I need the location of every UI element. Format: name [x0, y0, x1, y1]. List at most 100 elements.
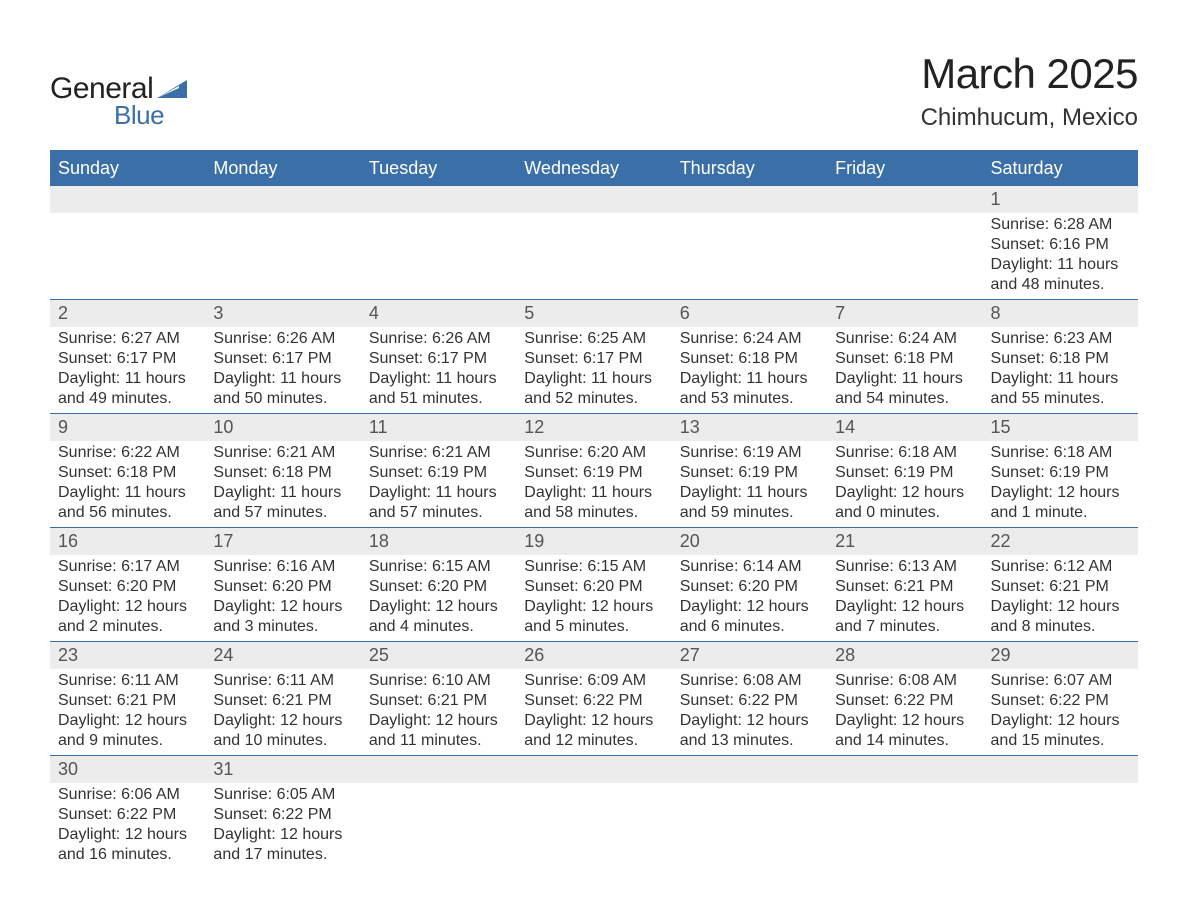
- day-sunrise: Sunrise: 6:13 AM: [835, 557, 974, 577]
- day-daylight1: Daylight: 12 hours: [680, 597, 819, 617]
- day-number: 13: [672, 414, 827, 441]
- day-daylight2: and 15 minutes.: [991, 731, 1130, 751]
- day-daylight1: Daylight: 11 hours: [680, 483, 819, 503]
- day-sunrise: Sunrise: 6:21 AM: [213, 443, 352, 463]
- day-daylight1: Daylight: 11 hours: [991, 255, 1130, 275]
- day-sunset: Sunset: 6:17 PM: [58, 349, 197, 369]
- day-daylight2: and 3 minutes.: [213, 617, 352, 637]
- day-number: 17: [205, 528, 360, 555]
- day-detail: Sunrise: 6:23 AMSunset: 6:18 PMDaylight:…: [983, 327, 1138, 413]
- day-number: 4: [361, 300, 516, 327]
- day-header-row: Sunday Monday Tuesday Wednesday Thursday…: [50, 152, 1138, 186]
- day-sunrise: Sunrise: 6:24 AM: [680, 329, 819, 349]
- day-daylight2: and 4 minutes.: [369, 617, 508, 637]
- day-sunset: Sunset: 6:22 PM: [835, 691, 974, 711]
- day-number: 21: [827, 528, 982, 555]
- logo-text-blue: Blue: [114, 100, 164, 131]
- day-number: 3: [205, 300, 360, 327]
- day-detail: Sunrise: 6:13 AMSunset: 6:21 PMDaylight:…: [827, 555, 982, 641]
- detail-row: Sunrise: 6:17 AMSunset: 6:20 PMDaylight:…: [50, 555, 1138, 641]
- day-number: [672, 756, 827, 783]
- day-sunrise: Sunrise: 6:08 AM: [680, 671, 819, 691]
- day-sunrise: Sunrise: 6:11 AM: [213, 671, 352, 691]
- day-daylight1: Daylight: 12 hours: [524, 597, 663, 617]
- day-header-monday: Monday: [205, 152, 360, 186]
- day-number: 14: [827, 414, 982, 441]
- day-detail: Sunrise: 6:08 AMSunset: 6:22 PMDaylight:…: [672, 669, 827, 755]
- day-daylight2: and 8 minutes.: [991, 617, 1130, 637]
- day-sunset: Sunset: 6:20 PM: [369, 577, 508, 597]
- day-daylight2: and 57 minutes.: [369, 503, 508, 523]
- day-number: [516, 186, 671, 213]
- day-header-wednesday: Wednesday: [516, 152, 671, 186]
- day-daylight1: Daylight: 12 hours: [213, 597, 352, 617]
- day-number: 25: [361, 642, 516, 669]
- day-sunrise: Sunrise: 6:25 AM: [524, 329, 663, 349]
- day-daylight1: Daylight: 11 hours: [369, 369, 508, 389]
- day-daylight1: Daylight: 12 hours: [58, 597, 197, 617]
- day-number: 27: [672, 642, 827, 669]
- day-sunrise: Sunrise: 6:09 AM: [524, 671, 663, 691]
- day-daylight2: and 0 minutes.: [835, 503, 974, 523]
- day-detail: Sunrise: 6:15 AMSunset: 6:20 PMDaylight:…: [516, 555, 671, 641]
- day-daylight1: Daylight: 12 hours: [991, 597, 1130, 617]
- day-sunset: Sunset: 6:21 PM: [213, 691, 352, 711]
- day-daylight2: and 52 minutes.: [524, 389, 663, 409]
- day-detail: Sunrise: 6:05 AMSunset: 6:22 PMDaylight:…: [205, 783, 360, 869]
- day-number: 10: [205, 414, 360, 441]
- day-daylight2: and 10 minutes.: [213, 731, 352, 751]
- day-detail: Sunrise: 6:06 AMSunset: 6:22 PMDaylight:…: [50, 783, 205, 869]
- day-sunset: Sunset: 6:17 PM: [213, 349, 352, 369]
- day-number: [983, 756, 1138, 783]
- day-sunset: Sunset: 6:20 PM: [58, 577, 197, 597]
- day-detail: Sunrise: 6:18 AMSunset: 6:19 PMDaylight:…: [827, 441, 982, 527]
- day-detail: [672, 213, 827, 299]
- day-sunrise: Sunrise: 6:21 AM: [369, 443, 508, 463]
- daynum-row: 23242526272829: [50, 642, 1138, 669]
- day-detail: [672, 783, 827, 869]
- day-sunrise: Sunrise: 6:20 AM: [524, 443, 663, 463]
- day-number: 11: [361, 414, 516, 441]
- day-sunset: Sunset: 6:20 PM: [680, 577, 819, 597]
- day-detail: [983, 783, 1138, 869]
- day-number: 28: [827, 642, 982, 669]
- day-sunrise: Sunrise: 6:19 AM: [680, 443, 819, 463]
- day-daylight1: Daylight: 12 hours: [58, 711, 197, 731]
- day-number: 2: [50, 300, 205, 327]
- day-daylight1: Daylight: 12 hours: [213, 711, 352, 731]
- day-detail: Sunrise: 6:11 AMSunset: 6:21 PMDaylight:…: [50, 669, 205, 755]
- day-detail: [516, 783, 671, 869]
- day-daylight2: and 12 minutes.: [524, 731, 663, 751]
- day-sunrise: Sunrise: 6:27 AM: [58, 329, 197, 349]
- day-sunset: Sunset: 6:18 PM: [213, 463, 352, 483]
- day-header-thursday: Thursday: [672, 152, 827, 186]
- day-daylight2: and 56 minutes.: [58, 503, 197, 523]
- calendar-week: 16171819202122Sunrise: 6:17 AMSunset: 6:…: [50, 528, 1138, 642]
- day-sunset: Sunset: 6:22 PM: [58, 805, 197, 825]
- calendar-week: 1Sunrise: 6:28 AMSunset: 6:16 PMDaylight…: [50, 186, 1138, 300]
- day-number: 9: [50, 414, 205, 441]
- detail-row: Sunrise: 6:28 AMSunset: 6:16 PMDaylight:…: [50, 213, 1138, 299]
- day-detail: [827, 213, 982, 299]
- day-sunset: Sunset: 6:20 PM: [213, 577, 352, 597]
- day-sunset: Sunset: 6:21 PM: [835, 577, 974, 597]
- day-number: [516, 756, 671, 783]
- day-header-friday: Friday: [827, 152, 982, 186]
- daynum-row: 1: [50, 186, 1138, 213]
- day-sunrise: Sunrise: 6:11 AM: [58, 671, 197, 691]
- day-daylight1: Daylight: 12 hours: [991, 711, 1130, 731]
- day-daylight2: and 1 minute.: [991, 503, 1130, 523]
- day-header-saturday: Saturday: [983, 152, 1138, 186]
- day-daylight2: and 17 minutes.: [213, 845, 352, 865]
- day-number: 1: [983, 186, 1138, 213]
- day-sunrise: Sunrise: 6:18 AM: [835, 443, 974, 463]
- day-detail: Sunrise: 6:22 AMSunset: 6:18 PMDaylight:…: [50, 441, 205, 527]
- day-daylight2: and 7 minutes.: [835, 617, 974, 637]
- day-number: 5: [516, 300, 671, 327]
- day-number: 20: [672, 528, 827, 555]
- day-daylight2: and 14 minutes.: [835, 731, 974, 751]
- day-number: 23: [50, 642, 205, 669]
- month-title: March 2025: [921, 50, 1138, 98]
- day-detail: Sunrise: 6:17 AMSunset: 6:20 PMDaylight:…: [50, 555, 205, 641]
- day-sunset: Sunset: 6:21 PM: [991, 577, 1130, 597]
